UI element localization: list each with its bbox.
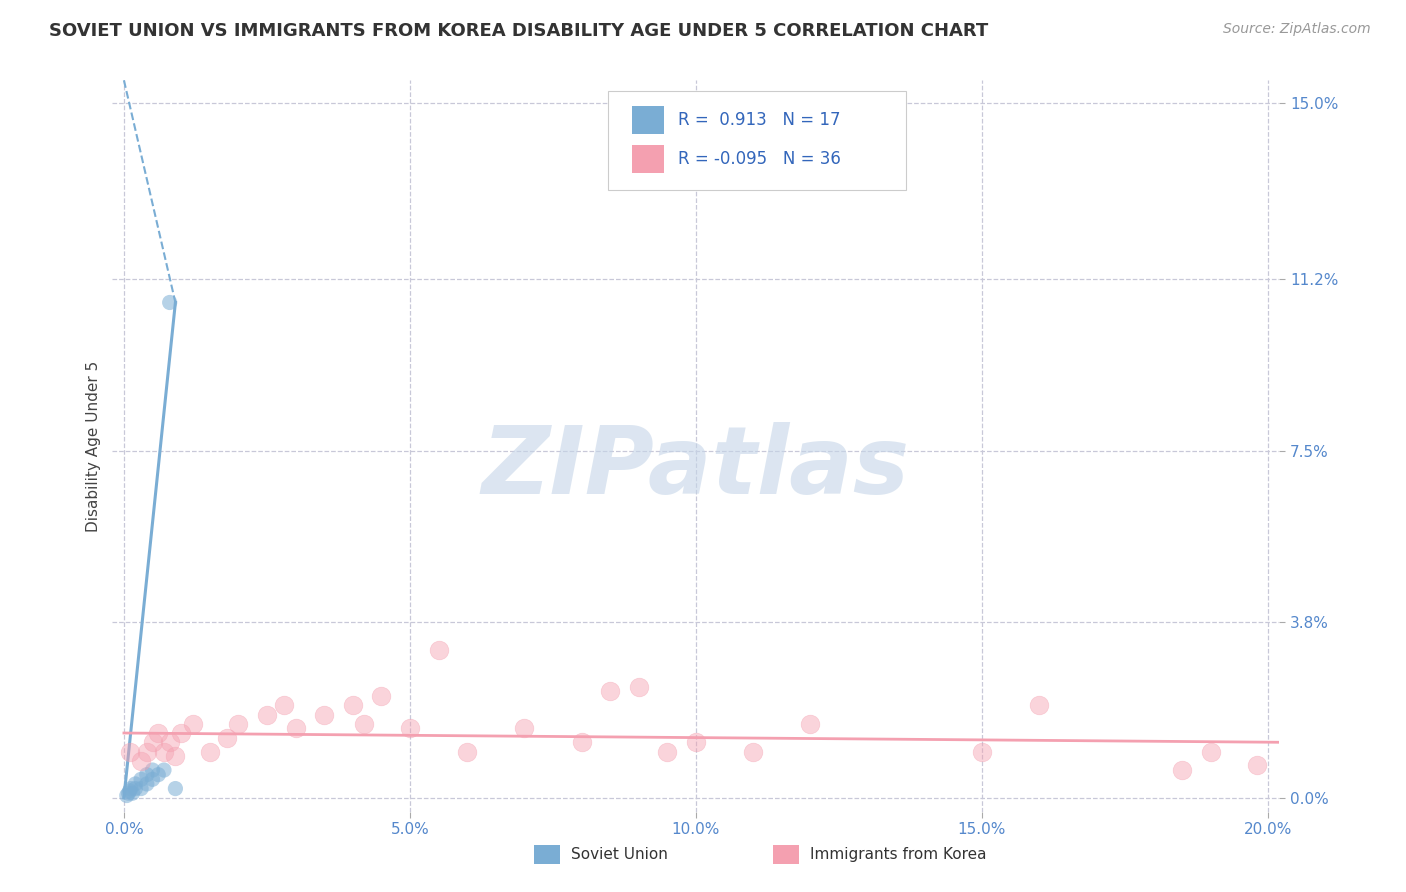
Point [124, 781, 146, 796]
Point [165, 781, 187, 796]
Point [599, 684, 621, 698]
Point [571, 735, 593, 749]
Point [1199, 745, 1222, 759]
Point [399, 722, 422, 736]
Point [198, 745, 221, 759]
Point [141, 763, 163, 777]
Point [159, 735, 181, 749]
Point [228, 716, 250, 731]
Text: Soviet Union: Soviet Union [571, 847, 668, 862]
Point [118, 745, 141, 759]
Point [135, 745, 157, 759]
Text: R =  0.913   N = 17: R = 0.913 N = 17 [679, 111, 841, 128]
Point [141, 772, 163, 787]
Point [799, 716, 821, 731]
Point [314, 707, 336, 722]
Point [165, 749, 187, 764]
Point [129, 754, 152, 768]
Point [1246, 758, 1268, 772]
Point [657, 745, 679, 759]
Point [353, 716, 375, 731]
Point [427, 642, 450, 657]
Point [742, 745, 765, 759]
Point [627, 680, 650, 694]
Point [129, 781, 152, 796]
Point [1171, 763, 1194, 777]
Point [256, 707, 278, 722]
Point [153, 745, 176, 759]
FancyBboxPatch shape [609, 91, 905, 190]
Text: Immigrants from Korea: Immigrants from Korea [810, 847, 987, 862]
FancyBboxPatch shape [631, 106, 665, 134]
Point [153, 763, 176, 777]
Text: SOVIET UNION VS IMMIGRANTS FROM KOREA DISABILITY AGE UNDER 5 CORRELATION CHART: SOVIET UNION VS IMMIGRANTS FROM KOREA DI… [49, 22, 988, 40]
Text: R = -0.095   N = 36: R = -0.095 N = 36 [679, 150, 841, 169]
Point [159, 295, 181, 310]
Point [148, 767, 170, 781]
Point [135, 767, 157, 781]
Point [273, 698, 295, 713]
Point [148, 726, 170, 740]
Point [141, 735, 163, 749]
Point [342, 698, 364, 713]
Point [124, 777, 146, 791]
Point [970, 745, 993, 759]
Point [170, 726, 193, 740]
Point [1028, 698, 1050, 713]
Text: Source: ZipAtlas.com: Source: ZipAtlas.com [1223, 22, 1371, 37]
Point [181, 716, 204, 731]
Point [685, 735, 707, 749]
Point [117, 786, 139, 800]
Point [456, 745, 478, 759]
Point [135, 777, 157, 791]
Point [370, 689, 392, 703]
Point [115, 789, 138, 803]
Point [215, 731, 238, 745]
Point [121, 786, 143, 800]
Point [513, 722, 536, 736]
Y-axis label: Disability Age Under 5: Disability Age Under 5 [86, 360, 101, 532]
Point [118, 784, 141, 798]
FancyBboxPatch shape [631, 145, 665, 173]
Point [129, 772, 152, 787]
Text: ZIPatlas: ZIPatlas [482, 422, 910, 514]
Point [120, 781, 142, 796]
Point [284, 722, 307, 736]
